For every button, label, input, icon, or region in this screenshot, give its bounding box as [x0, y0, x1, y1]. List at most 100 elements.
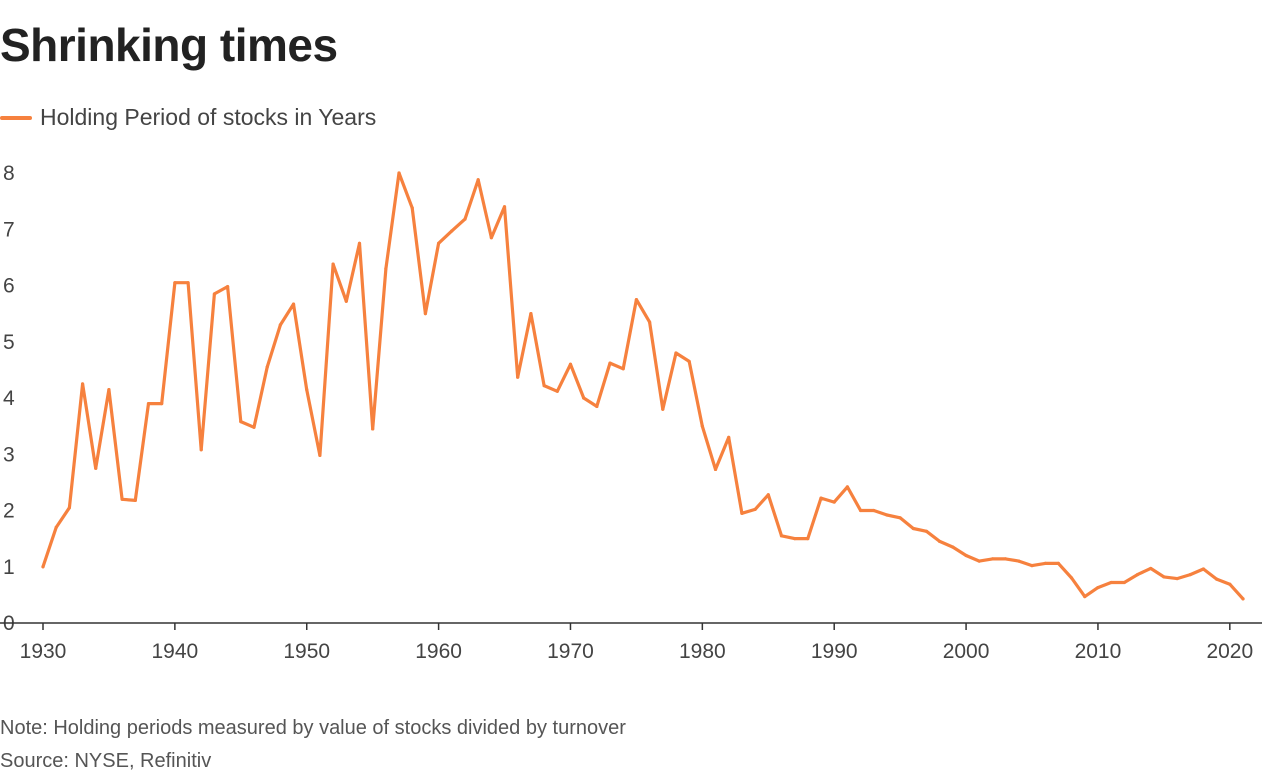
x-tick-label: 1970 — [547, 640, 594, 663]
data-point — [252, 425, 256, 429]
data-point — [1069, 576, 1074, 580]
legend: Holding Period of stocks in Years — [0, 104, 376, 131]
data-point — [357, 241, 362, 245]
data-point — [1056, 561, 1060, 565]
series-group — [41, 171, 1245, 601]
data-point — [634, 297, 639, 302]
data-point — [476, 178, 480, 182]
data-point — [964, 553, 968, 558]
data-point — [1096, 585, 1100, 590]
data-point — [1175, 576, 1179, 581]
x-axis-ticks: 1930 1940 1950 1960 1970 1980 1990 2000 2010 2020 — [20, 623, 1253, 663]
data-point — [542, 384, 546, 388]
data-point — [938, 539, 942, 544]
data-point — [450, 229, 454, 233]
chart-note: Note: Holding periods measured by value … — [0, 717, 626, 739]
data-point — [608, 361, 612, 365]
data-point — [977, 559, 981, 563]
data-point — [793, 537, 797, 541]
data-point — [1149, 566, 1153, 571]
data-point — [265, 365, 269, 369]
data-point — [67, 506, 71, 510]
data-point — [832, 500, 836, 504]
data-point — [1004, 557, 1008, 561]
data-point — [661, 407, 665, 411]
data-point — [1201, 567, 1206, 571]
data-point — [437, 241, 441, 245]
data-point — [621, 367, 625, 371]
data-point — [568, 362, 573, 366]
data-point — [120, 497, 124, 501]
series-line — [41, 171, 1245, 601]
data-point — [1017, 559, 1021, 563]
data-point — [924, 529, 929, 533]
data-point — [94, 466, 98, 470]
x-tick-label: 1990 — [811, 640, 858, 663]
y-tick-label: 2 — [3, 500, 15, 523]
data-point — [173, 281, 177, 285]
data-point — [331, 262, 335, 266]
chart-source: Source: NYSE, Refinitiv — [0, 750, 212, 772]
data-point — [898, 516, 902, 520]
data-point — [806, 537, 810, 541]
x-tick-label: 1940 — [152, 640, 199, 663]
y-tick-label: 4 — [3, 387, 15, 410]
y-tick-label: 5 — [3, 331, 15, 354]
legend-label: Holding Period of stocks in Years — [40, 104, 377, 130]
data-point — [1162, 575, 1166, 579]
data-point — [911, 526, 915, 531]
data-point — [727, 435, 731, 439]
data-point — [305, 387, 309, 392]
data-point — [1135, 573, 1140, 577]
data-point — [239, 420, 243, 424]
data-point — [753, 507, 757, 511]
data-point — [1030, 564, 1034, 568]
data-point — [199, 448, 203, 452]
data-point — [858, 508, 863, 513]
data-point — [278, 323, 282, 327]
data-point — [1122, 580, 1126, 585]
data-point — [1188, 573, 1192, 577]
legend-line-swatch — [0, 115, 32, 120]
data-point — [160, 402, 164, 406]
data-point — [397, 171, 401, 175]
data-point — [951, 545, 955, 549]
data-point — [990, 557, 995, 561]
data-point — [291, 302, 296, 306]
data-point — [647, 320, 652, 324]
data-point — [54, 525, 58, 529]
data-point — [582, 396, 586, 400]
data-point — [1228, 582, 1232, 586]
data-point — [1215, 577, 1219, 581]
data-point — [1241, 597, 1245, 601]
data-point — [410, 206, 414, 210]
y-tick-label: 1 — [3, 556, 15, 579]
data-point — [845, 485, 849, 489]
data-point — [700, 424, 704, 428]
data-point — [226, 285, 230, 289]
data-point — [687, 359, 691, 364]
data-point — [186, 281, 190, 285]
data-point — [344, 299, 348, 303]
data-point — [516, 375, 520, 379]
data-point — [502, 205, 507, 209]
x-tick-label: 2020 — [1206, 640, 1253, 663]
data-point — [133, 498, 137, 502]
data-point — [423, 312, 428, 316]
data-point — [80, 382, 85, 386]
data-point — [1083, 594, 1087, 599]
data-point — [740, 511, 744, 515]
data-point — [555, 389, 559, 393]
data-point — [1043, 561, 1047, 565]
x-tick-label: 2000 — [943, 640, 990, 663]
data-point — [819, 496, 823, 500]
data-point — [529, 312, 533, 316]
x-tick-label: 1960 — [415, 640, 462, 663]
x-tick-label: 1980 — [679, 640, 726, 663]
data-point — [146, 402, 151, 406]
data-point — [872, 508, 876, 513]
y-tick-label: 7 — [3, 218, 15, 241]
data-point — [107, 387, 111, 392]
data-point — [318, 453, 322, 457]
